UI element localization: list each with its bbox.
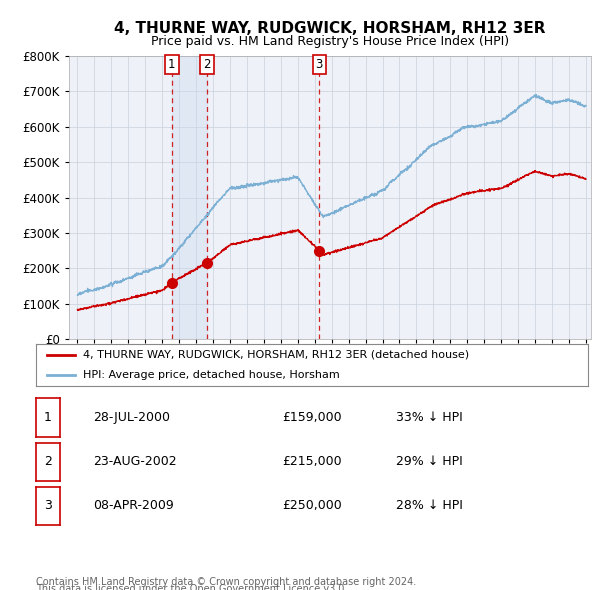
Text: 1: 1 — [44, 411, 52, 424]
Text: 23-AUG-2002: 23-AUG-2002 — [93, 455, 176, 468]
Text: £215,000: £215,000 — [282, 455, 341, 468]
Text: 08-APR-2009: 08-APR-2009 — [93, 499, 174, 513]
Text: £250,000: £250,000 — [282, 499, 342, 513]
Text: 28-JUL-2000: 28-JUL-2000 — [93, 411, 170, 424]
Text: 3: 3 — [316, 58, 323, 71]
Text: HPI: Average price, detached house, Horsham: HPI: Average price, detached house, Hors… — [83, 369, 340, 379]
Text: 4, THURNE WAY, RUDGWICK, HORSHAM, RH12 3ER: 4, THURNE WAY, RUDGWICK, HORSHAM, RH12 3… — [114, 21, 546, 35]
Text: 28% ↓ HPI: 28% ↓ HPI — [396, 499, 463, 513]
Text: 3: 3 — [44, 499, 52, 513]
Text: 4, THURNE WAY, RUDGWICK, HORSHAM, RH12 3ER (detached house): 4, THURNE WAY, RUDGWICK, HORSHAM, RH12 3… — [83, 350, 469, 359]
Text: Price paid vs. HM Land Registry's House Price Index (HPI): Price paid vs. HM Land Registry's House … — [151, 35, 509, 48]
Text: 2: 2 — [203, 58, 211, 71]
Text: £159,000: £159,000 — [282, 411, 341, 424]
Text: 2: 2 — [44, 455, 52, 468]
Text: 29% ↓ HPI: 29% ↓ HPI — [396, 455, 463, 468]
Text: This data is licensed under the Open Government Licence v3.0.: This data is licensed under the Open Gov… — [36, 584, 347, 590]
Text: Contains HM Land Registry data © Crown copyright and database right 2024.: Contains HM Land Registry data © Crown c… — [36, 577, 416, 587]
Text: 1: 1 — [168, 58, 176, 71]
Text: 33% ↓ HPI: 33% ↓ HPI — [396, 411, 463, 424]
Bar — [172, 56, 207, 339]
